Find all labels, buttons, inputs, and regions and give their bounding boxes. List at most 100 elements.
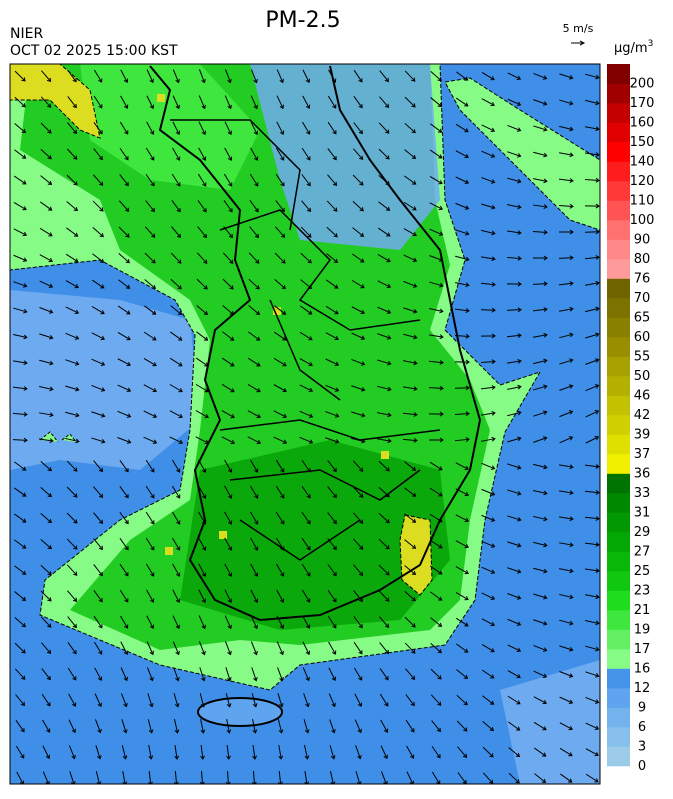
wind-arrow <box>302 615 311 629</box>
wind-arrow <box>169 384 183 393</box>
wind-arrow <box>533 489 548 496</box>
wind-arrow <box>533 436 548 443</box>
wind-arrow <box>66 148 78 160</box>
wind-arrow <box>221 357 235 367</box>
wind-arrow <box>198 485 207 499</box>
wind-arrow <box>276 589 285 603</box>
wind-arrow <box>144 305 157 315</box>
wind-arrow <box>121 693 128 708</box>
wind-arrow <box>300 252 312 264</box>
wind-arrow <box>169 410 183 419</box>
colorbar-label: 12 <box>634 681 651 696</box>
wind-arrow <box>404 539 417 549</box>
wind-arrow <box>277 667 284 682</box>
wind-arrow <box>481 256 496 262</box>
wind-arrow <box>532 255 548 261</box>
colorbar-segment <box>607 259 630 279</box>
wind-arrow <box>508 772 520 784</box>
wind-arrow <box>533 99 548 106</box>
colorbar-label: 60 <box>634 330 651 345</box>
wind-arrow <box>533 567 548 574</box>
wind-arrow <box>250 563 259 577</box>
wind-arrow <box>147 693 154 708</box>
wind-arrow <box>196 252 208 264</box>
wind-arrow <box>428 385 444 391</box>
wind-arrow <box>173 770 179 784</box>
wind-arrow <box>249 173 259 187</box>
wind-arrow <box>455 97 469 107</box>
wind-arrow <box>429 539 443 549</box>
colorbar-label: 36 <box>634 467 651 482</box>
wind-arrow <box>93 590 103 603</box>
wind-arrow <box>507 151 522 158</box>
wind-arrow <box>275 147 285 161</box>
wind-arrow <box>406 745 415 759</box>
wind-arrow <box>225 69 232 84</box>
wind-arrow <box>67 667 77 681</box>
wind-arrow <box>454 308 470 313</box>
wind-arrow <box>94 667 103 681</box>
colorbar-label: 80 <box>634 252 651 267</box>
wind-arrow <box>248 305 261 316</box>
wind-arrow <box>559 410 574 418</box>
wind-arrow <box>404 590 416 602</box>
wind-scale-label: 5 m/s <box>563 22 594 35</box>
wind-arrow <box>198 147 207 161</box>
wind-arrow <box>146 589 155 603</box>
wind-arrow <box>585 306 600 313</box>
wind-arrow <box>92 174 104 186</box>
wind-arrow <box>325 332 339 341</box>
wind-arrow <box>379 642 389 655</box>
wind-arrow <box>93 641 103 655</box>
wind-arrow <box>65 411 80 418</box>
wind-arrow <box>559 490 574 496</box>
wind-arrow <box>584 177 600 183</box>
wind-arrow <box>13 202 27 211</box>
colorbar-segment <box>607 610 630 630</box>
colorbar-label: 33 <box>634 486 651 501</box>
wind-arrow <box>559 747 573 757</box>
wind-arrow <box>507 593 522 600</box>
wind-arrow <box>533 72 548 80</box>
wind-arrow <box>299 305 313 315</box>
wind-arrow <box>431 720 441 733</box>
wind-arrow <box>171 200 181 213</box>
wind-arrow <box>559 542 574 548</box>
wind-arrow <box>276 69 284 84</box>
wind-arrow <box>225 693 232 708</box>
colorbar-label: 29 <box>634 525 651 540</box>
colorbar-label: 100 <box>630 213 655 228</box>
wind-arrow <box>247 436 262 445</box>
wind-arrow <box>221 436 236 445</box>
wind-arrow <box>327 95 337 109</box>
wind-arrow <box>299 436 314 444</box>
wind-arrow <box>16 771 25 784</box>
wind-arrow <box>278 770 283 784</box>
wind-arrow <box>378 122 390 134</box>
wind-arrow <box>377 438 392 444</box>
wind-arrow <box>585 645 600 652</box>
wind-arrow <box>144 279 157 290</box>
wind-arrow <box>353 616 363 629</box>
wind-arrow <box>352 174 364 186</box>
wind-arrow <box>455 566 469 575</box>
wind-arrow <box>66 227 79 237</box>
wind-arrow <box>482 746 494 758</box>
wind-arrow <box>14 149 27 159</box>
wind-arrow <box>430 97 443 107</box>
wind-arrow <box>455 123 469 133</box>
colorbar-segment <box>607 64 630 84</box>
wind-arrow <box>455 229 470 236</box>
wind-arrow <box>299 384 314 393</box>
wind-arrow <box>301 537 311 551</box>
wind-arrow <box>40 460 52 472</box>
wind-arrow <box>585 722 600 731</box>
wind-arrow <box>169 436 184 445</box>
wind-arrow <box>92 227 104 238</box>
wind-arrow <box>145 485 155 499</box>
wind-arrow <box>480 359 496 365</box>
wind-arrow <box>68 745 76 760</box>
wind-arrow <box>14 513 27 523</box>
wind-arrow <box>299 331 313 341</box>
wind-arrow <box>481 150 496 158</box>
